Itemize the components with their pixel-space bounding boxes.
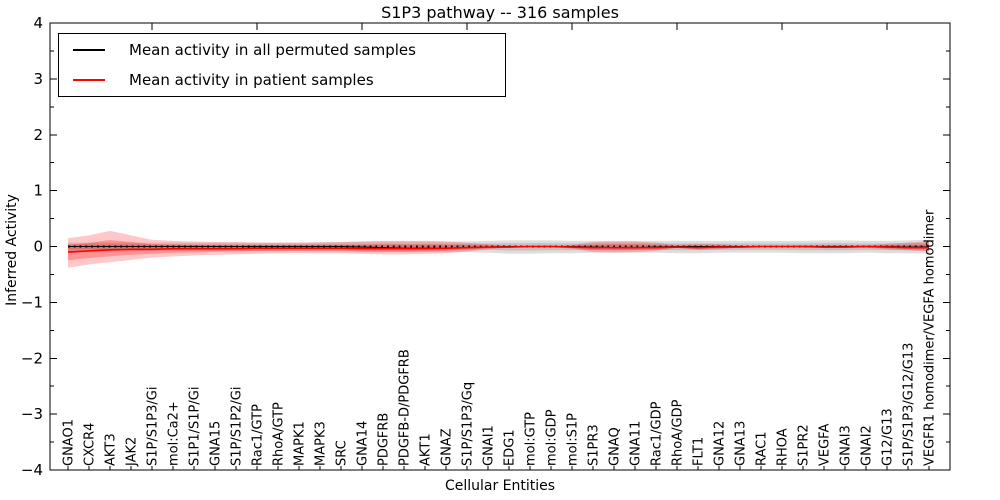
x-entity-label: Rac1/GDP [650,401,665,466]
x-entity-label: GNA12 [713,421,728,466]
x-entity-label: GNAI1 [482,425,497,466]
legend-line-swatch [73,79,105,81]
x-entity-label: AKT3 [104,433,119,466]
x-entity-label: MAPK3 [314,421,329,466]
x-entity-label: MAPK1 [293,421,308,466]
legend-item-label: Mean activity in all permuted samples [129,41,416,59]
x-entity-label: GNAZ [440,428,455,466]
x-entity-label: Rac1/GTP [251,404,266,466]
y-tick-label: 1 [33,182,43,200]
x-entity-label: S1P/S1P3/Gq [461,382,476,466]
chart-title: S1P3 pathway -- 316 samples [381,3,619,22]
x-axis-label: Cellular Entities [444,478,556,494]
x-entity-label: GNAO1 [62,419,77,466]
x-entity-label: GNA13 [734,421,749,466]
legend-item-label: Mean activity in patient samples [129,71,374,89]
x-entity-label: PDGFRB [377,413,392,466]
legend-line-swatch [73,49,105,51]
x-entity-label: S1P/S1P2/Gi [230,387,245,466]
y-tick-label: 2 [33,126,43,144]
x-entity-label: GNA11 [629,421,644,466]
y-tick-label: −4 [21,461,43,479]
x-entity-label: VEGFR1 homodimer/VEGFA homodimer [923,209,938,466]
y-tick-label: −3 [21,405,43,423]
x-entity-label: GNA14 [356,421,371,466]
patient-mean-line [67,245,929,253]
x-entity-label: S1P/S1P3/Gi [146,387,161,466]
patient-band-inner [68,239,929,261]
y-tick-label: −2 [21,349,43,367]
x-entity-label: RhoA/GDP [671,399,686,466]
x-entity-label: SRC [335,440,350,466]
x-entity-label: S1P1/S1P/Gi [188,387,203,466]
legend: Mean activity in all permuted samples Me… [58,33,506,97]
x-entity-label: S1PR3 [587,424,602,466]
x-entity-label: RHOA [776,428,791,466]
x-entity-label: S1PR2 [797,424,812,466]
x-entity-label: S1P/S1P3/G12/G13 [902,343,917,466]
x-entity-label: AKT1 [419,433,434,466]
y-tick-label: 4 [33,14,43,32]
x-entity-label: GNA15 [209,421,224,466]
x-entity-label: FLT1 [692,437,707,466]
x-entity-label: EDG1 [503,429,518,466]
x-entity-label: mol:GTP [524,412,539,466]
x-entity-label: CXCR4 [83,423,98,466]
y-tick-label: −1 [21,293,43,311]
x-entity-label: PDGFB-D/PDGFRB [398,349,413,466]
x-entity-label: GNAQ [608,427,623,466]
x-entity-label: GNAI2 [860,425,875,466]
x-entity-label: G12/G13 [881,408,896,466]
x-entity-label: mol:Ca2+ [167,401,182,466]
x-entity-label: RhoA/GTP [272,402,287,466]
y-tick-label: 0 [33,238,43,256]
x-entity-label: VEGFA [818,424,833,466]
x-entity-label: mol:GDP [545,409,560,466]
x-entity-label: GNAI3 [839,425,854,466]
y-tick-label: 3 [33,70,43,88]
x-entity-label: mol:S1P [566,413,581,466]
legend-item-patient: Mean activity in patient samples [59,65,505,95]
legend-item-permuted: Mean activity in all permuted samples [59,35,505,65]
x-entity-label: RAC1 [755,431,770,466]
x-entity-label: JAK2 [125,437,140,467]
